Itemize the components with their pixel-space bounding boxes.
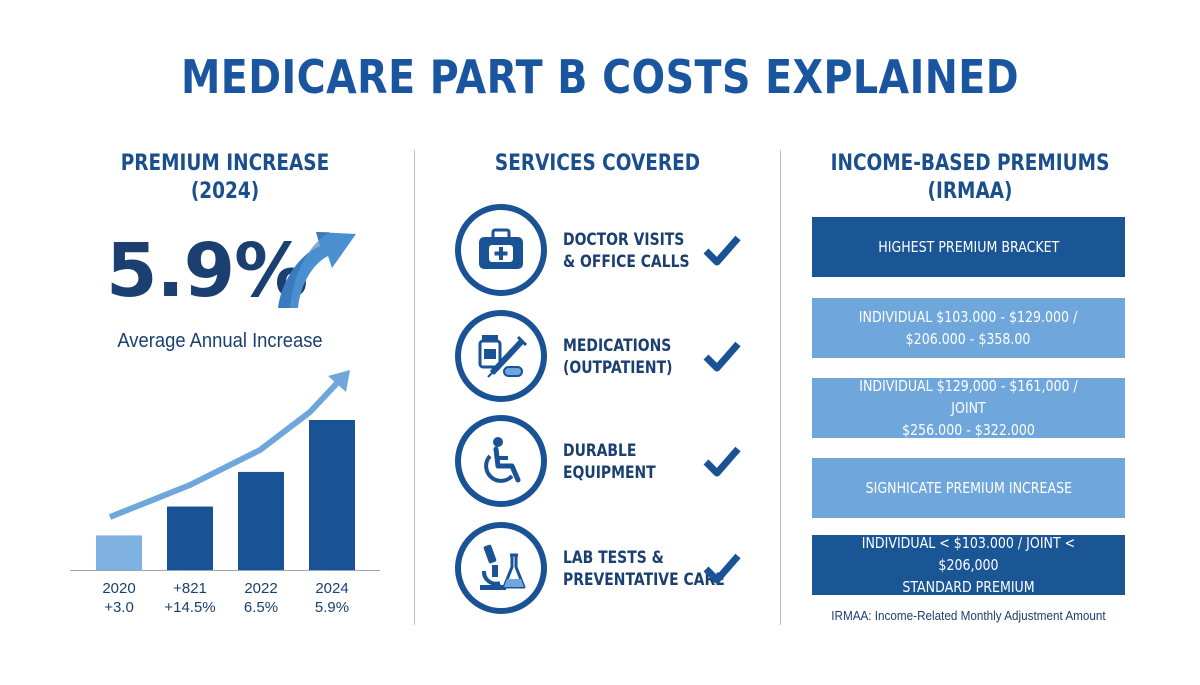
- service-label: DOCTOR VISITS & OFFICE CALLS: [563, 230, 690, 272]
- premium-heading: PREMIUM INCREASE (2024): [120, 151, 330, 204]
- chart-tick-label: 2022 6.5%: [221, 579, 301, 617]
- service-label: MEDICATIONS (OUTPATIENT): [563, 336, 673, 378]
- chart-bar: [309, 420, 355, 570]
- premium-bracket-tier: INDIVIDUAL $129,000 - $161,000 / JOINT $2…: [812, 377, 1125, 439]
- income-heading: INCOME-BASED PREMIUMS (IRMAA): [830, 151, 1110, 204]
- trend-line: [108, 377, 343, 520]
- service-item-lab-tests: LAB TESTS & PREVENTATIVE CARE: [455, 522, 755, 614]
- wheelchair-icon: [455, 415, 547, 507]
- chart-data-label: +3.0: [104, 599, 134, 616]
- chart-data-label: +14.5%: [164, 599, 216, 616]
- irmaa-footnote: IRMAA: Income-Related Monthly Adjustment…: [831, 608, 1106, 623]
- premium-bracket-highest: HIGHEST PREMIUM BRACKET: [812, 217, 1125, 277]
- chart-tick-label: 2020 +3.0: [79, 579, 159, 617]
- column-divider-right: [780, 150, 781, 625]
- service-item-doctor-visits: DOCTOR VISITS & OFFICE CALLS: [455, 204, 755, 296]
- checkmark-icon: [703, 553, 741, 584]
- column-divider-left: [414, 150, 415, 625]
- medical-bag-icon: [455, 204, 547, 296]
- trend-arrowhead: [328, 370, 350, 392]
- premium-bracket-tier: INDIVIDUAL $103.000 - $129.000 /$206.000…: [812, 298, 1125, 358]
- premium-bracket-standard: INDIVIDUAL < $103.000 / JOINT < $206,000…: [812, 534, 1125, 596]
- checkmark-icon: [703, 446, 741, 477]
- services-heading: SERVICES COVERED: [494, 151, 701, 176]
- chart-bar: [96, 535, 142, 570]
- chart-tick-label: 2024 5.9%: [292, 579, 372, 617]
- premium-big-value: 5.9%: [106, 228, 308, 314]
- service-item-durable-equipment: DURABLE EQUIPMENT: [455, 415, 755, 507]
- checkmark-icon: [703, 235, 741, 266]
- chart-tick-label: +821 +14.5%: [150, 579, 230, 617]
- premium-big-label: Average Annual Increase: [117, 330, 323, 352]
- checkmark-icon: [703, 341, 741, 372]
- page-title: MEDICARE PART B COSTS EXPLAINED: [181, 50, 1019, 104]
- service-label: DURABLE EQUIPMENT: [563, 441, 656, 483]
- microscope-flask-icon: [455, 522, 547, 614]
- medication-syringe-icon: [455, 310, 547, 402]
- service-item-medications: MEDICATIONS (OUTPATIENT): [455, 310, 755, 402]
- premium-bar-chart: [70, 370, 380, 571]
- chart-bar: [238, 471, 284, 570]
- up-arrow-icon: [278, 232, 356, 308]
- chart-data-label: 6.5%: [243, 599, 279, 616]
- chart-bar: [167, 506, 213, 570]
- premium-bracket-increase: SIGNHICATE PREMIUM INCREASE: [812, 458, 1125, 518]
- chart-data-label: 5.9%: [314, 599, 350, 616]
- service-label: LAB TESTS & PREVENTATIVE CARE: [563, 548, 725, 590]
